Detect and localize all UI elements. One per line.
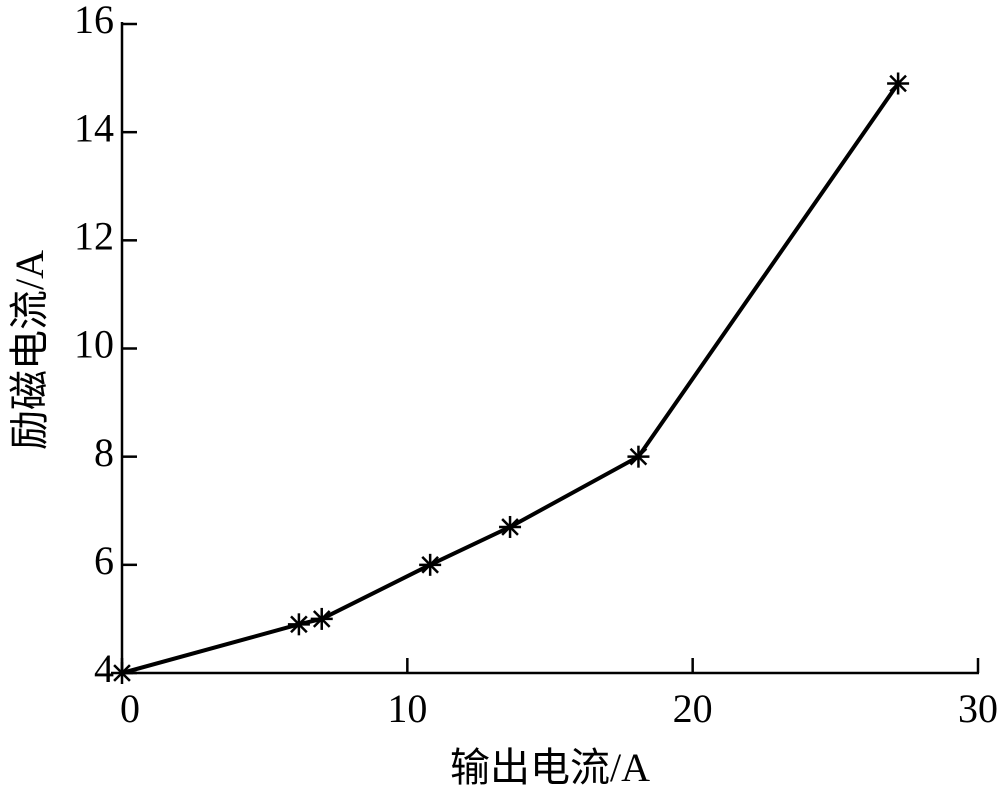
marker (887, 72, 910, 95)
data-line (121, 82, 900, 675)
x-tick-label: 30 (958, 686, 998, 731)
y-tick-label: 8 (94, 430, 114, 475)
y-tick-label: 10 (74, 322, 114, 367)
y-tick-label: 12 (74, 214, 114, 259)
x-axis-label: 输出电流/A (450, 745, 650, 790)
x-tick-label: 10 (387, 686, 427, 731)
y-tick-label: 16 (74, 0, 114, 42)
marker (499, 515, 522, 538)
y-tick-label: 14 (74, 105, 114, 150)
marker (627, 445, 650, 468)
marker (310, 607, 333, 630)
y-axis-label: 励磁电流/A (7, 250, 52, 450)
marker (419, 553, 442, 576)
y-tick-label: 6 (94, 538, 114, 583)
marker (287, 613, 310, 636)
x-tick-label: 0 (120, 686, 140, 731)
x-tick-label: 20 (673, 686, 713, 731)
y-tick-label: 4 (94, 646, 114, 691)
marker (111, 662, 133, 684)
